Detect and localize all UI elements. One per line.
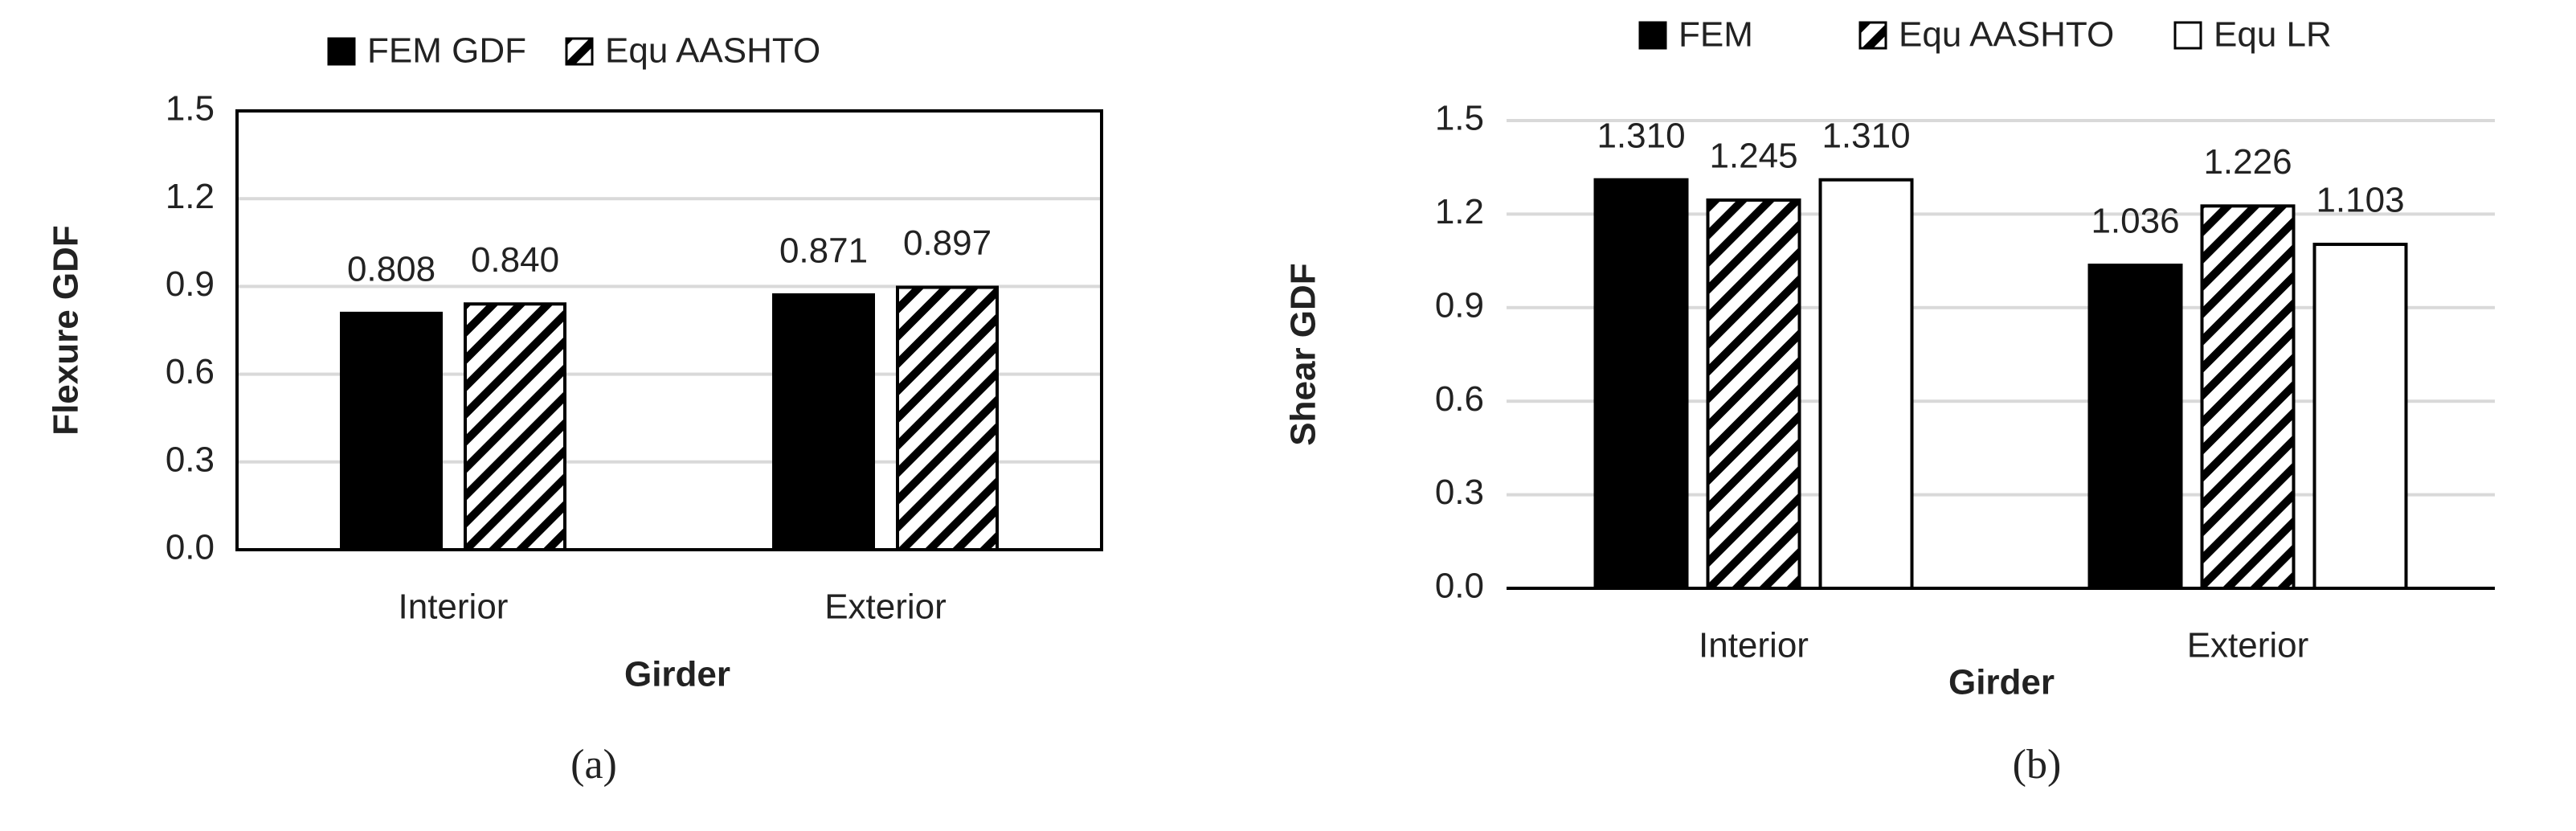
bar [1706,198,1801,590]
bar [896,285,999,551]
value-label: 0.840 [471,240,559,280]
value-label: 0.871 [779,231,868,271]
x-tick-label: Exterior [2187,626,2309,665]
bar [772,293,875,551]
legend-label: Equ AASHTO [605,31,820,71]
y-tick-label: 0.9 [1435,285,1484,325]
y-tick-label: 0.3 [166,440,215,479]
x-tick-label: Interior [1699,626,1809,665]
y-tick-label: 1.5 [166,89,215,129]
legend-label: FEM [1678,15,1753,55]
y-tick-label: 0.3 [1435,473,1484,512]
y-tick-label: 1.2 [166,177,215,216]
value-label: 0.897 [903,223,992,263]
value-label: 0.808 [347,250,435,289]
legend-label: Equ AASHTO [1899,15,2114,55]
y-tick-label: 1.2 [1435,192,1484,231]
bar [464,302,566,551]
value-label: 1.245 [1709,137,1797,176]
y-tick-label: 1.5 [1435,99,1484,138]
bar [1593,178,1689,590]
x-axis-title: Girder [1948,663,2055,702]
x-tick-label: Exterior [824,587,947,627]
x-tick-label: Interior [399,587,509,627]
caption: (a) [570,742,617,788]
bar [1818,178,1914,590]
y-axis-title: Shear GDF [1284,263,1323,445]
legend-swatch [565,37,594,66]
y-tick-label: 0.6 [166,352,215,391]
value-label: 1.226 [2203,142,2292,182]
legend-swatch [1858,21,1887,50]
bar [2200,204,2296,590]
y-tick-label: 0.0 [166,528,215,567]
legend-label: Equ LR [2214,15,2332,55]
value-label: 1.036 [2091,202,2179,241]
bar [2087,264,2183,590]
y-tick-label: 0.0 [1435,567,1484,606]
x-axis-title: Girder [624,655,730,694]
bar [2312,243,2408,590]
y-tick-label: 0.9 [166,264,215,304]
legend-swatch [1638,21,1667,50]
legend-swatch [327,37,356,66]
legend-label: FEM GDF [367,31,526,71]
y-tick-label: 0.6 [1435,379,1484,419]
value-label: 1.310 [1597,116,1685,155]
y-axis-title: Flexure GDF [47,225,86,436]
caption: (b) [2013,742,2062,788]
value-label: 1.103 [2316,181,2404,220]
value-label: 1.310 [1822,116,1910,155]
bar [340,311,443,551]
legend-swatch [2173,21,2202,50]
